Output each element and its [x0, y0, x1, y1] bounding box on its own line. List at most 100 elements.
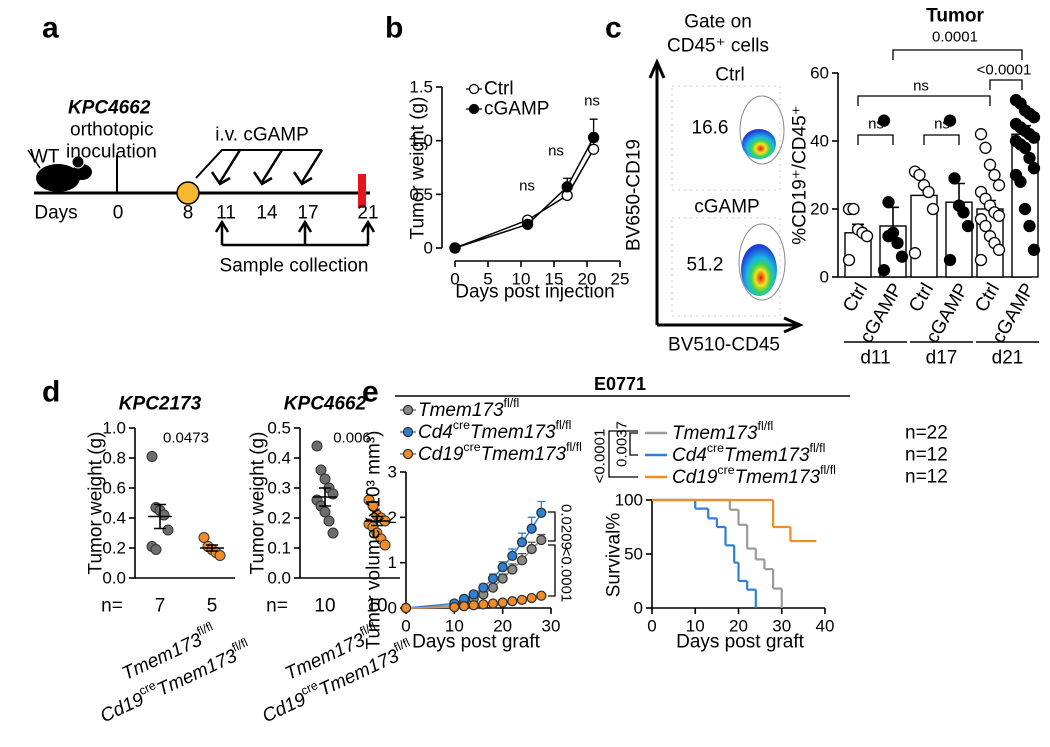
x-tick-label-part: fl/fl [230, 635, 250, 654]
panel-title: E0771 [594, 374, 646, 394]
annotation: <0.0001 [558, 548, 575, 603]
n-value: 10 [314, 596, 335, 617]
panel-label: b [385, 12, 403, 45]
x-tick-label: Ctrl [905, 280, 938, 316]
x-tick-label: 30 [542, 617, 561, 636]
x-tick-label: 20 [729, 617, 748, 636]
comparison-bracket [629, 432, 638, 456]
y-tick-label: 1.0 [409, 131, 433, 150]
data-point [315, 464, 327, 476]
data-point [913, 168, 926, 182]
error-bar [371, 515, 383, 527]
legend-label-part: Tmem173 [418, 400, 504, 421]
y-axis-label: Tumor volume (x10³ mm³) [364, 431, 385, 650]
comparison-bracket [548, 544, 556, 597]
data-point [311, 440, 323, 452]
x-tick-label-part: fl/fl [358, 619, 378, 638]
annotation: 0.0001 [932, 29, 978, 46]
annotation: 0.006 [333, 430, 371, 447]
data-point [983, 158, 997, 171]
x-tick-label: 0 [450, 270, 459, 289]
y-axis-label: %CD19⁺/CD45⁺ [790, 105, 811, 244]
flow-ylabel: BV650-CD19 [624, 139, 645, 251]
legend-label-part: Tmem173 [481, 444, 567, 465]
day-label: 11 [216, 203, 236, 224]
panel-label: e [362, 376, 379, 409]
legend-n: n=22 [905, 423, 948, 444]
legend-label: Tmem173fl/fl [672, 419, 773, 444]
legend-label-part: fl/fl [556, 418, 572, 432]
y-tick-label: 100 [615, 491, 643, 510]
annotation: 0.0037 [614, 421, 631, 467]
gate-label: CD45⁺ cells [667, 36, 769, 57]
data-point [957, 206, 970, 219]
y-tick-label: 0 [820, 268, 829, 287]
legend-label-part: Cd19 [672, 467, 718, 488]
x-tick-label: 0 [647, 617, 656, 636]
endpoint-marker [358, 174, 366, 208]
data-point [908, 247, 922, 260]
data-point [1027, 162, 1041, 175]
y-tick-label: 0.4 [267, 449, 291, 468]
flow-gate [738, 223, 786, 301]
n-value: 7 [155, 596, 166, 617]
data-point [992, 209, 1006, 222]
x-tick-label: 40 [816, 617, 835, 636]
annotation: 0.0473 [163, 430, 209, 447]
data-point [847, 202, 860, 216]
x-tick-label: 5 [483, 270, 492, 289]
legend-label-part: cre [463, 440, 480, 454]
data-point [400, 602, 412, 614]
x-tick-label: 20 [578, 270, 597, 289]
group-label: d21 [992, 348, 1024, 369]
flow-xlabel: BV510-CD45 [668, 335, 780, 356]
chart-title: KPC4662 [284, 394, 367, 415]
comparison-bracket [857, 134, 894, 145]
annotation: ns [548, 143, 564, 160]
y-tick-label: 0.5 [409, 185, 433, 204]
day-label: 8 [183, 203, 194, 224]
data-point [449, 601, 460, 613]
error-bar [319, 487, 331, 507]
y-tick-label: 0.0 [267, 569, 291, 588]
n-label: n= [266, 596, 288, 617]
legend-label: cGAMP [484, 99, 549, 120]
data-point [922, 185, 935, 199]
treatment-label: i.v. cGAMP [215, 125, 309, 146]
y-tick-label: 3 [388, 463, 397, 482]
flow-density [742, 129, 776, 159]
y-tick-label: 0.1 [267, 539, 291, 558]
mouse-body [36, 164, 80, 192]
data-point [536, 507, 547, 518]
comparison-bracket [857, 95, 991, 106]
data-point [478, 599, 489, 610]
data-point [507, 550, 518, 562]
data-point [979, 219, 992, 233]
legend-label-part: Tmem173 [724, 445, 810, 466]
data-point [1014, 175, 1027, 188]
y-tick-label: 50 [624, 545, 643, 564]
data-point [526, 543, 537, 555]
data-point [1027, 243, 1041, 256]
y-tick-label: 20 [810, 200, 829, 219]
treatment-bracket [195, 149, 322, 179]
inoculation-marker [176, 181, 200, 205]
data-point [882, 230, 895, 243]
annotation: ns [584, 93, 600, 110]
data-point [478, 582, 489, 593]
legend-label: Tmem173fl/fl [418, 396, 519, 421]
day-label: 21 [357, 203, 378, 224]
flow-gate [739, 95, 785, 165]
data-point [587, 131, 600, 144]
injection-arrows [210, 149, 324, 186]
data-point [526, 592, 537, 604]
legend-marker [402, 404, 414, 416]
data-point [943, 114, 957, 127]
data-point [895, 250, 909, 263]
flow-plot-title: Ctrl [715, 65, 745, 86]
flow-frame [671, 217, 781, 317]
x-tick-label-part: cre [137, 678, 159, 698]
legend-label: Ctrl [484, 79, 514, 100]
data-point [536, 590, 547, 601]
chart-title: Tumor [926, 6, 984, 27]
